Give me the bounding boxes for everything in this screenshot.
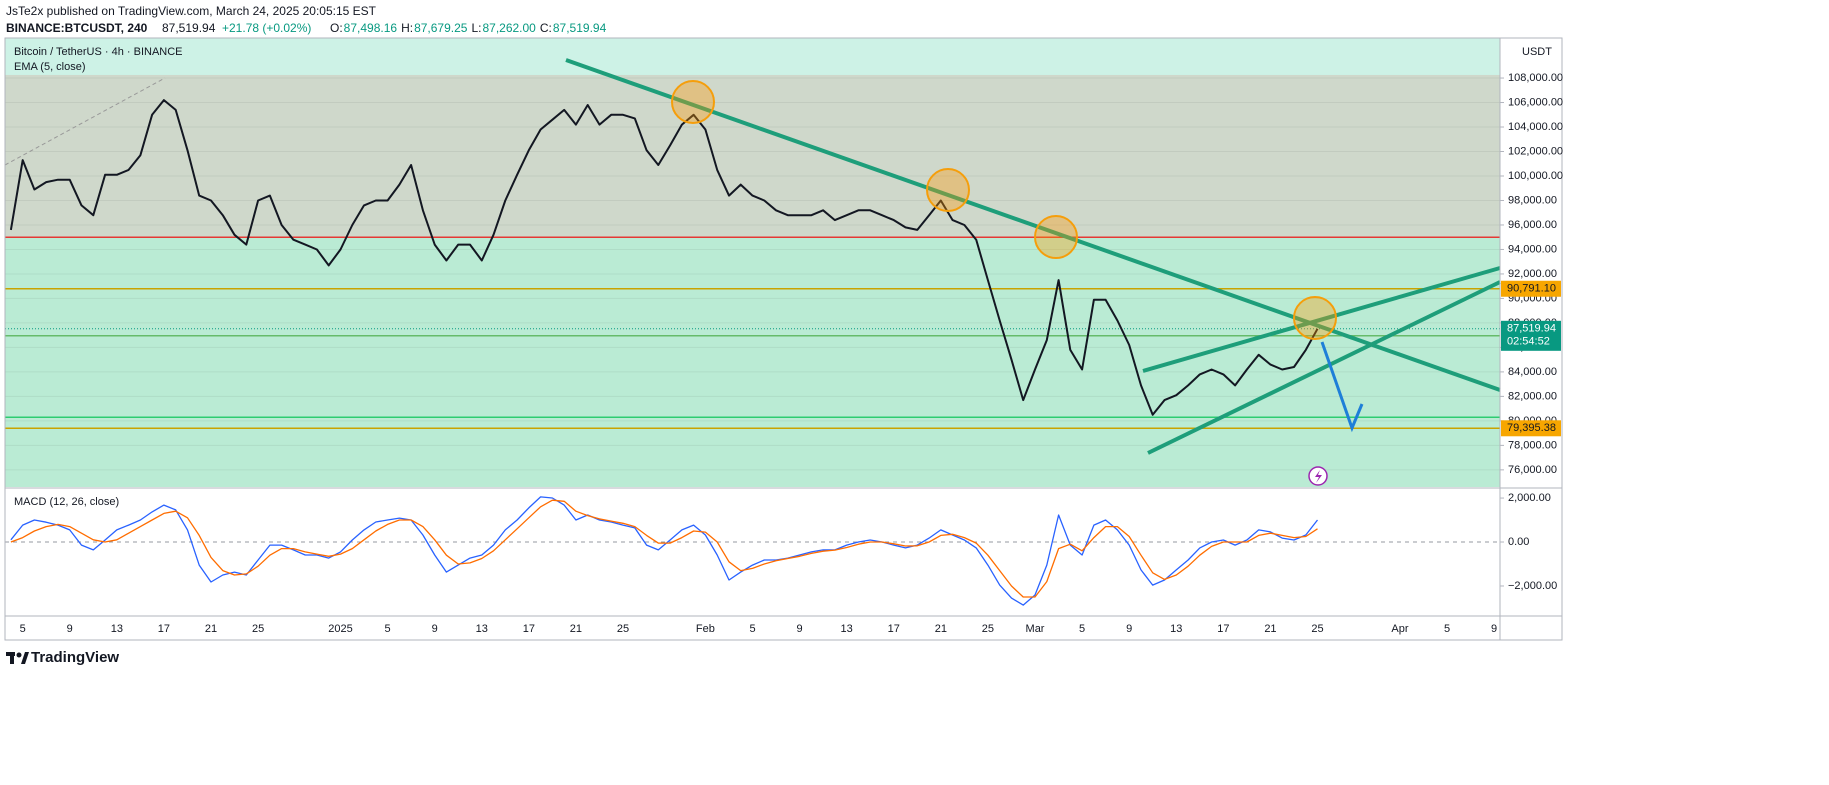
y-tick-label: 100,000.00 bbox=[1508, 170, 1563, 182]
x-tick-label: 21 bbox=[935, 623, 947, 635]
currency: USDT bbox=[1522, 46, 1552, 58]
last-price-box bbox=[1501, 320, 1561, 351]
macd-line bbox=[10, 499, 1318, 598]
countdown: 02:54:52 bbox=[1507, 336, 1550, 348]
last: 87,519.94 bbox=[162, 21, 216, 35]
y-tick-label: 108,000.00 bbox=[1508, 72, 1563, 84]
x-tick-label: 9 bbox=[1491, 623, 1497, 635]
y-tick-label: 94,000.00 bbox=[1508, 243, 1557, 255]
x-tick-label: 13 bbox=[111, 623, 123, 635]
brand-logo: TradingView bbox=[6, 649, 119, 666]
level-label: 79,395.38 bbox=[1507, 422, 1556, 434]
y-tick-label: 76,000.00 bbox=[1508, 464, 1557, 476]
x-tick-label: 9 bbox=[432, 623, 438, 635]
y-tick-label: 2,000.00 bbox=[1508, 492, 1551, 504]
y-tick-label: 96,000.00 bbox=[1508, 219, 1557, 231]
trendline bbox=[1147, 280, 1501, 455]
level-label-box bbox=[1501, 420, 1561, 437]
y-tick-label: 0.00 bbox=[1508, 536, 1529, 548]
dashed-trend bbox=[4, 77, 166, 166]
ohlc-key: C: bbox=[540, 21, 552, 35]
x-tick-label: 25 bbox=[1311, 623, 1323, 635]
background-layer bbox=[5, 38, 1500, 487]
x-tick-label: 21 bbox=[205, 623, 217, 635]
x-tick-label: 5 bbox=[1079, 623, 1085, 635]
ohlc-value: 87,679.25 bbox=[414, 21, 468, 35]
logo-part bbox=[10, 652, 14, 664]
ohlc-value: 87,498.16 bbox=[344, 21, 398, 35]
plot-layer bbox=[5, 99, 1500, 606]
last-price-label: 87,519.94 bbox=[1507, 323, 1556, 335]
ohlc-value: 87,262.00 bbox=[482, 21, 536, 35]
x-tick-label: Mar bbox=[1026, 623, 1045, 635]
ohlc-value: 87,519.94 bbox=[553, 21, 607, 35]
x-tick-label: 25 bbox=[617, 623, 629, 635]
x-tick-label: 13 bbox=[841, 623, 853, 635]
logo-part bbox=[21, 652, 29, 664]
front-layer: USDT Bitcoin / TetherUS · 4h · BINANCE E… bbox=[4, 37, 1563, 666]
x-tick-label: 21 bbox=[570, 623, 582, 635]
x-tick-label: 17 bbox=[158, 623, 170, 635]
symbol: BINANCE:BTCUSDT, 240 bbox=[6, 21, 148, 35]
x-tick-label: 5 bbox=[749, 623, 755, 635]
y-tick-label: 98,000.00 bbox=[1508, 194, 1557, 206]
x-tick-label: Feb bbox=[696, 623, 715, 635]
zone bbox=[5, 237, 1500, 487]
trendline bbox=[565, 58, 1501, 392]
x-tick-label: 9 bbox=[1126, 623, 1132, 635]
indicator-label: EMA (5, close) bbox=[14, 61, 86, 73]
x-tick-label: 17 bbox=[888, 623, 900, 635]
x-tick-label: 25 bbox=[982, 623, 994, 635]
drawings bbox=[4, 58, 1501, 486]
macd-title: MACD (12, 26, close) bbox=[14, 496, 119, 508]
y-tick-label: −2,000.00 bbox=[1508, 580, 1557, 592]
x-tick-label: 13 bbox=[476, 623, 488, 635]
y-tick-label: 104,000.00 bbox=[1508, 121, 1563, 133]
x-tick-label: 17 bbox=[523, 623, 535, 635]
level-label: 90,791.10 bbox=[1507, 283, 1556, 295]
price-line bbox=[9, 99, 1319, 416]
ohlc-key: L: bbox=[471, 21, 481, 35]
arrow bbox=[1320, 341, 1364, 433]
logo-part bbox=[16, 652, 22, 658]
x-tick-label: 13 bbox=[1170, 623, 1182, 635]
y-tick-label: 84,000.00 bbox=[1508, 366, 1557, 378]
highlight-circle bbox=[1293, 296, 1337, 340]
x-tick-label: 21 bbox=[1264, 623, 1276, 635]
x-tick-label: 5 bbox=[20, 623, 26, 635]
level-label-box bbox=[1501, 280, 1561, 297]
byline: JsTe2x published on TradingView.com, Mar… bbox=[6, 4, 377, 18]
macd-line bbox=[10, 496, 1319, 606]
y-tick-label: 92,000.00 bbox=[1508, 268, 1557, 280]
x-tick-label: 9 bbox=[797, 623, 803, 635]
ohlc-row: BINANCE:BTCUSDT, 240 87,519.94 +21.78 (+… bbox=[6, 21, 607, 35]
ohlc-key: H: bbox=[401, 21, 413, 35]
x-tick-label: 17 bbox=[1217, 623, 1229, 635]
highlight-circle bbox=[926, 168, 970, 212]
x-tick-label: 25 bbox=[252, 623, 264, 635]
highlight-circle bbox=[1034, 215, 1078, 259]
y-tick-label: 102,000.00 bbox=[1508, 145, 1563, 157]
pane-title: Bitcoin / TetherUS · 4h · BINANCE bbox=[14, 46, 183, 58]
x-tick-label: 2025 bbox=[328, 623, 352, 635]
x-tick-label: 5 bbox=[1444, 623, 1450, 635]
change: +21.78 (+0.02%) bbox=[222, 21, 311, 35]
x-tick-label: 5 bbox=[385, 623, 391, 635]
x-tick-label: Apr bbox=[1391, 623, 1408, 635]
y-tick-label: 106,000.00 bbox=[1508, 96, 1563, 108]
frame bbox=[4, 37, 1563, 641]
ohlc-key: O: bbox=[330, 21, 343, 35]
trendline bbox=[1142, 266, 1501, 373]
lightning bbox=[1315, 470, 1322, 483]
highlight-circle bbox=[671, 80, 715, 124]
y-tick-label: 82,000.00 bbox=[1508, 390, 1557, 402]
zone bbox=[5, 74, 1500, 238]
x-tick-label: 9 bbox=[67, 623, 73, 635]
y-tick-label: 78,000.00 bbox=[1508, 439, 1557, 451]
brand: TradingView bbox=[31, 649, 119, 666]
